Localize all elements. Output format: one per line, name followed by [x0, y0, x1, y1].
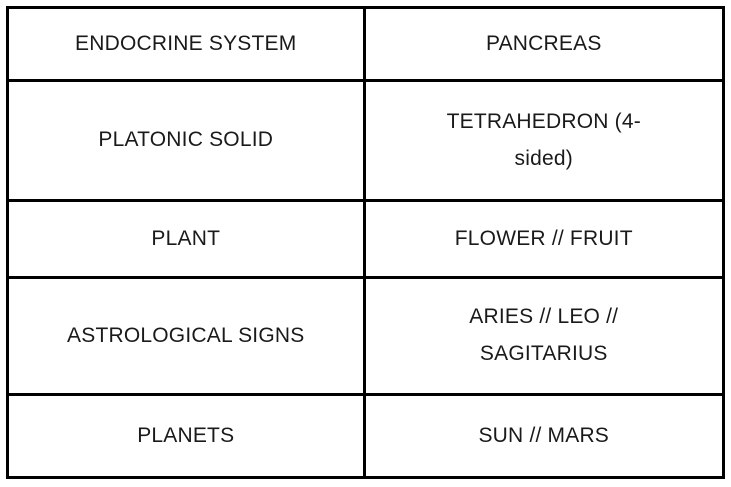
table-row: PLANETS SUN // MARS	[9, 396, 722, 476]
table-row: ENDOCRINE SYSTEM PANCREAS	[9, 9, 722, 82]
category-cell: PLANT	[9, 202, 366, 276]
category-cell: PLANETS	[9, 396, 366, 476]
category-cell: ASTROLOGICAL SIGNS	[9, 279, 366, 393]
table-row: PLATONIC SOLID TETRAHEDRON (4- sided)	[9, 82, 722, 202]
table-row: ASTROLOGICAL SIGNS ARIES // LEO // SAGIT…	[9, 279, 722, 396]
correspondence-table: ENDOCRINE SYSTEM PANCREAS PLATONIC SOLID…	[6, 6, 725, 479]
category-cell: ENDOCRINE SYSTEM	[9, 9, 366, 79]
category-cell: PLATONIC SOLID	[9, 82, 366, 199]
value-cell: PANCREAS	[485, 31, 602, 55]
value-cell: FLOWER // FRUIT	[454, 226, 633, 250]
value-cell: SUN // MARS	[478, 423, 610, 447]
table-row: PLANT FLOWER // FRUIT	[9, 202, 722, 279]
value-cell: TETRAHEDRON (4- sided)	[446, 109, 641, 170]
value-cell: ARIES // LEO // SAGITARIUS	[469, 305, 619, 365]
